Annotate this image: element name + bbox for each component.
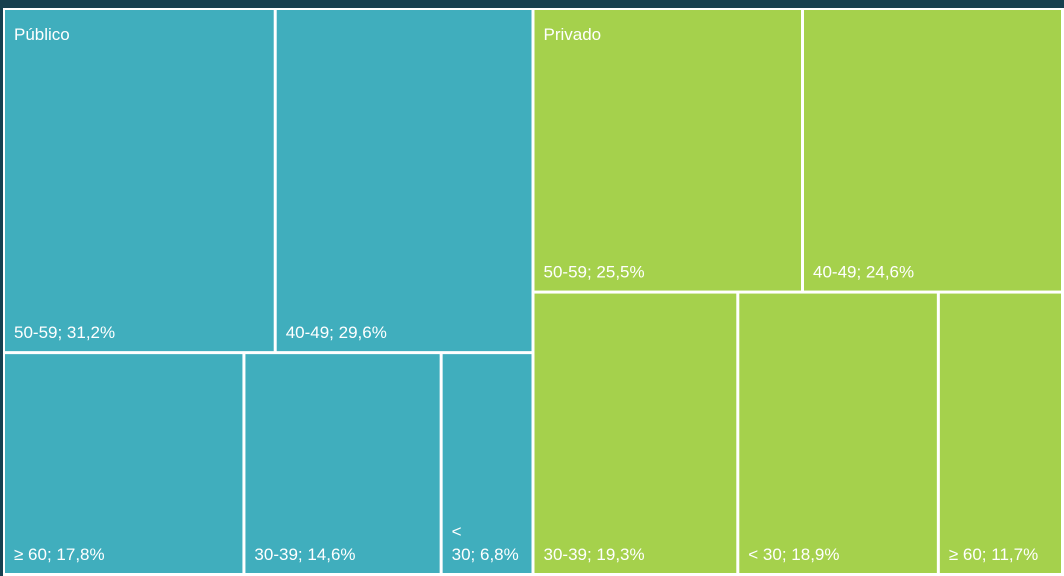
tile [939, 293, 1061, 573]
tile-label: 40-49; 29,6% [286, 323, 387, 342]
tile-label: ≥ 60; 17,8% [14, 545, 105, 564]
tile-label: ≥ 60; 11,7% [949, 545, 1038, 564]
tile [739, 293, 937, 573]
group-label: Público [14, 25, 70, 44]
tile-label: 40-49; 24,6% [813, 263, 914, 282]
tile [276, 10, 532, 352]
tile-label: < 30; 6,8% [452, 522, 519, 564]
tile [5, 354, 243, 573]
tile [804, 10, 1061, 291]
tile-label: 30-39; 19,3% [544, 545, 645, 564]
tile [442, 354, 532, 573]
tile-label: 50-59; 31,2% [14, 323, 115, 342]
tile [534, 293, 737, 573]
tile-label: < 30; 18,9% [748, 545, 839, 564]
tile-label: 50-59; 25,5% [544, 263, 645, 282]
group-label: Privado [544, 25, 602, 44]
tile [534, 10, 802, 291]
tile [5, 10, 274, 352]
tile [245, 354, 440, 573]
tile-label: 30-39; 14,6% [254, 545, 355, 564]
